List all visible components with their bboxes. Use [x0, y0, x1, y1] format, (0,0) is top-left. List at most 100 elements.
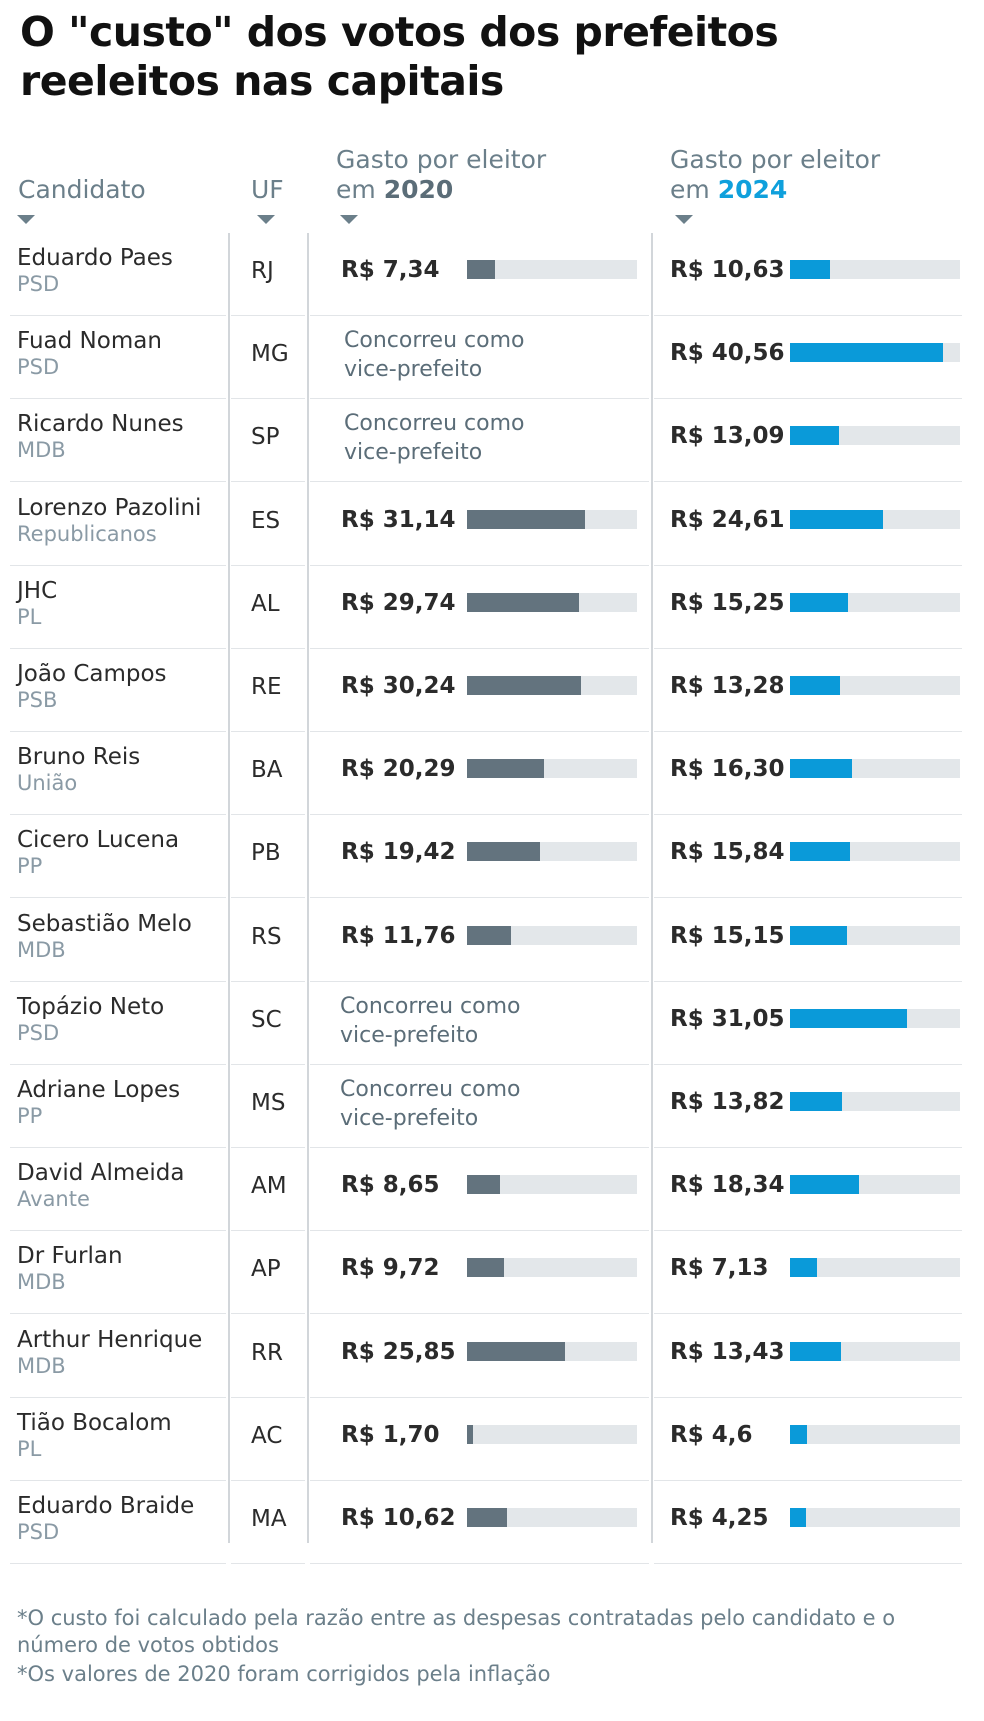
- bar-track-2024: [790, 925, 960, 945]
- row-separator-1: [10, 1563, 226, 1564]
- row-separator-2: [231, 814, 305, 816]
- candidate-name: Ricardo Nunes: [17, 411, 184, 438]
- value-2020: R$ 10,62: [341, 1505, 456, 1531]
- bar-2020: [467, 509, 585, 529]
- bar-2024: [790, 260, 831, 279]
- row-separator-1: [10, 1147, 226, 1148]
- chart-title: O "custo" dos votos dos prefeitos reelei…: [20, 8, 779, 105]
- bar-track-2024: [790, 842, 960, 862]
- divider-3: [651, 233, 653, 1543]
- value-2020: R$ 19,42: [341, 839, 456, 866]
- divider-1: [228, 233, 230, 1543]
- bar-2024: [790, 1092, 843, 1111]
- candidate-party: PL: [17, 1436, 42, 1461]
- value-2020: R$ 9,72: [341, 1255, 440, 1282]
- row-separator-4: [654, 731, 962, 732]
- bar-track-2024: [790, 676, 960, 695]
- row-separator-3: [310, 980, 649, 982]
- value-2020: R$ 31,14: [341, 506, 456, 533]
- row-separator-4: [654, 1063, 962, 1065]
- bar-2024: [790, 1258, 817, 1278]
- bar-track-2020: [467, 1258, 637, 1278]
- row-separator-1: [10, 1313, 226, 1315]
- table-row: Topázio Neto PSD SC Concorreu como vice-pre…: [0, 982, 984, 1065]
- candidate-name: Eduardo Braide: [17, 1493, 195, 1519]
- row-separator-1: [10, 1396, 226, 1398]
- value-2020: R$ 11,76: [341, 922, 456, 949]
- header-2020-em: em: [336, 175, 376, 204]
- row-separator-4: [654, 647, 962, 649]
- candidate-party: Republicanos: [17, 521, 157, 546]
- sort-2020-icon[interactable]: [340, 215, 358, 224]
- bar-track-2020: [467, 1424, 637, 1444]
- candidate-uf: AL: [251, 590, 280, 617]
- bar-track-2024: [790, 1175, 960, 1195]
- value-2024: R$ 10,63: [670, 257, 785, 283]
- row-separator-1: [10, 481, 226, 483]
- header-2020-year: 2020: [383, 175, 454, 204]
- row-separator-2: [231, 1230, 305, 1232]
- bar-track-2020: [467, 1341, 637, 1361]
- bar-track-2020: [467, 676, 637, 695]
- row-separator-3: [310, 1479, 649, 1481]
- candidate-name: David Almeida: [17, 1160, 185, 1187]
- row-separator-4: [654, 980, 962, 982]
- row-separator-1: [10, 315, 226, 316]
- bar-track-2024: [790, 1508, 960, 1527]
- bar-track-2024: [790, 509, 960, 529]
- candidate-party: PSD: [17, 1020, 60, 1045]
- value-2024: R$ 15,25: [670, 589, 785, 616]
- value-2024: R$ 18,34: [670, 1172, 785, 1199]
- sort-candidate-icon[interactable]: [17, 215, 35, 224]
- value-2024: R$ 40,56: [670, 340, 785, 367]
- row-separator-1: [10, 731, 226, 732]
- row-separator-3: [310, 1147, 649, 1148]
- bar-2020: [467, 759, 544, 779]
- sort-2024-icon[interactable]: [675, 215, 693, 224]
- bar-2020: [467, 1341, 565, 1361]
- table-row: Dr Furlan MDB AP R$ 9,72 R$ 7,13: [0, 1231, 984, 1315]
- row-separator-4: [654, 1563, 962, 1564]
- row-separator-1: [10, 1479, 226, 1481]
- candidate-party: União: [17, 771, 78, 796]
- header-uf: UF: [251, 175, 284, 204]
- candidate-uf: RR: [251, 1339, 283, 1366]
- candidate-name: Bruno Reis: [17, 744, 141, 771]
- value-2024: R$ 13,82: [670, 1089, 785, 1115]
- bar-2024: [790, 426, 840, 446]
- candidate-uf: RJ: [251, 258, 274, 284]
- candidate-party: PL: [17, 604, 42, 629]
- table-row: João Campos PSB RE R$ 30,24 R$ 13,28: [0, 649, 984, 732]
- row-separator-4: [654, 1313, 962, 1315]
- vice-note-2020: Concorreu como vice-prefeito: [344, 411, 525, 466]
- table-row: Ricardo Nunes MDB SP Concorreu como vice-pr…: [0, 399, 984, 483]
- sort-uf-icon[interactable]: [257, 215, 275, 224]
- bar-2020: [467, 1175, 500, 1195]
- value-2024: R$ 24,61: [670, 506, 785, 533]
- row-separator-3: [310, 1063, 649, 1065]
- bar-track-2024: [790, 426, 960, 446]
- candidate-name: Sebastião Melo: [17, 910, 192, 937]
- candidate-uf: PB: [251, 840, 281, 867]
- footnote-1: *O custo foi calculado pela razão entre …: [17, 1606, 896, 1657]
- header-2020-line1: Gasto por eleitor: [336, 145, 547, 174]
- value-2020: R$ 25,85: [341, 1338, 456, 1365]
- value-2024: R$ 13,28: [670, 673, 785, 699]
- bar-track-2020: [467, 592, 637, 612]
- row-separator-4: [654, 398, 962, 400]
- row-separator-4: [654, 897, 962, 899]
- bar-2020: [467, 1508, 508, 1527]
- value-2024: R$ 7,13: [670, 1255, 769, 1282]
- candidate-uf: BA: [251, 757, 283, 784]
- row-separator-4: [654, 315, 962, 316]
- row-separator-1: [10, 1230, 226, 1232]
- row-separator-2: [231, 1063, 305, 1065]
- row-separator-4: [654, 1230, 962, 1232]
- table-row: Eduardo Braide PSD MA R$ 10,62 R$ 4,25: [0, 1481, 984, 1564]
- bar-2024: [790, 509, 883, 529]
- value-2024: R$ 16,30: [670, 756, 785, 783]
- row-separator-4: [654, 814, 962, 816]
- row-separator-2: [231, 1563, 305, 1564]
- row-separator-2: [231, 564, 305, 566]
- row-separator-1: [10, 980, 226, 982]
